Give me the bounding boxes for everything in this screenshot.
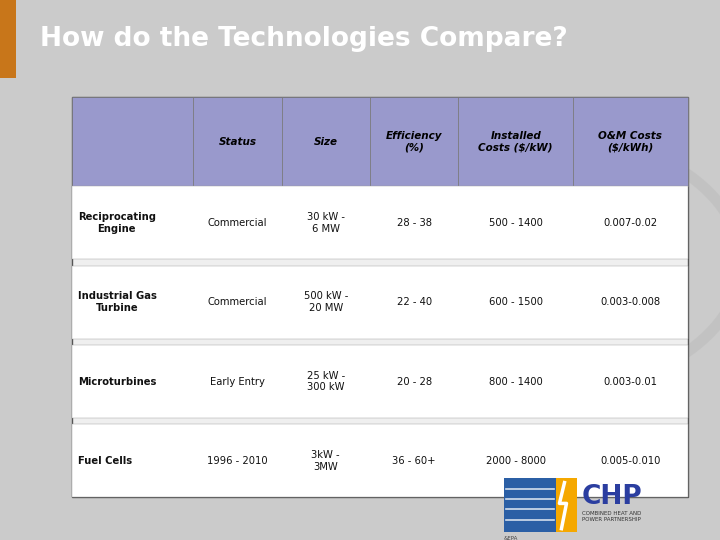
- Text: 0.007-0.02: 0.007-0.02: [603, 218, 657, 228]
- Bar: [370, 97, 459, 186]
- Text: Commercial: Commercial: [207, 218, 267, 228]
- Text: 500 - 1400: 500 - 1400: [489, 218, 543, 228]
- Bar: [72, 186, 688, 259]
- Bar: [0, 0, 16, 78]
- Text: 20 - 28: 20 - 28: [397, 376, 432, 387]
- Text: Industrial Gas
Turbine: Industrial Gas Turbine: [78, 292, 157, 313]
- Text: COMBINED HEAT AND
POWER PARTNERSHIP: COMBINED HEAT AND POWER PARTNERSHIP: [582, 511, 641, 522]
- Text: Installed
Costs ($/kW): Installed Costs ($/kW): [479, 131, 553, 153]
- Text: Early Entry: Early Entry: [210, 376, 265, 387]
- Text: 22 - 40: 22 - 40: [397, 297, 432, 307]
- Bar: [504, 478, 557, 531]
- Text: 800 - 1400: 800 - 1400: [489, 376, 543, 387]
- Text: 28 - 38: 28 - 38: [397, 218, 432, 228]
- Text: 0.005-0.010: 0.005-0.010: [600, 456, 660, 466]
- Bar: [72, 97, 688, 497]
- Bar: [573, 97, 688, 186]
- Text: Fuel Cells: Fuel Cells: [78, 456, 132, 466]
- Text: 25 kW -
300 kW: 25 kW - 300 kW: [307, 371, 345, 393]
- Text: 30 kW -
6 MW: 30 kW - 6 MW: [307, 212, 345, 234]
- Text: Commercial: Commercial: [207, 297, 267, 307]
- Text: 0.003-0.01: 0.003-0.01: [603, 376, 657, 387]
- Text: How do the Technologies Compare?: How do the Technologies Compare?: [40, 26, 567, 52]
- Text: 2000 - 8000: 2000 - 8000: [486, 456, 546, 466]
- Bar: [459, 97, 573, 186]
- Text: 0.003-0.008: 0.003-0.008: [600, 297, 660, 307]
- Bar: [72, 345, 688, 418]
- Bar: [282, 97, 370, 186]
- Bar: [557, 478, 577, 531]
- Text: &EPA: &EPA: [504, 536, 518, 540]
- Text: Reciprocating
Engine: Reciprocating Engine: [78, 212, 156, 234]
- Text: Size: Size: [314, 137, 338, 147]
- Bar: [72, 424, 688, 497]
- Text: Microturbines: Microturbines: [78, 376, 156, 387]
- Text: CHP: CHP: [582, 484, 642, 510]
- Text: 36 - 60+: 36 - 60+: [392, 456, 436, 466]
- Text: Status: Status: [218, 137, 256, 147]
- Bar: [72, 97, 193, 186]
- Text: 1996 - 2010: 1996 - 2010: [207, 456, 268, 466]
- Text: 3kW -
3MW: 3kW - 3MW: [312, 450, 340, 472]
- Bar: [193, 97, 282, 186]
- Text: Efficiency
(%): Efficiency (%): [386, 131, 442, 153]
- Bar: [72, 266, 688, 339]
- Text: O&M Costs
($/kWh): O&M Costs ($/kWh): [598, 131, 662, 153]
- Text: 600 - 1500: 600 - 1500: [489, 297, 543, 307]
- Text: 500 kW -
20 MW: 500 kW - 20 MW: [304, 292, 348, 313]
